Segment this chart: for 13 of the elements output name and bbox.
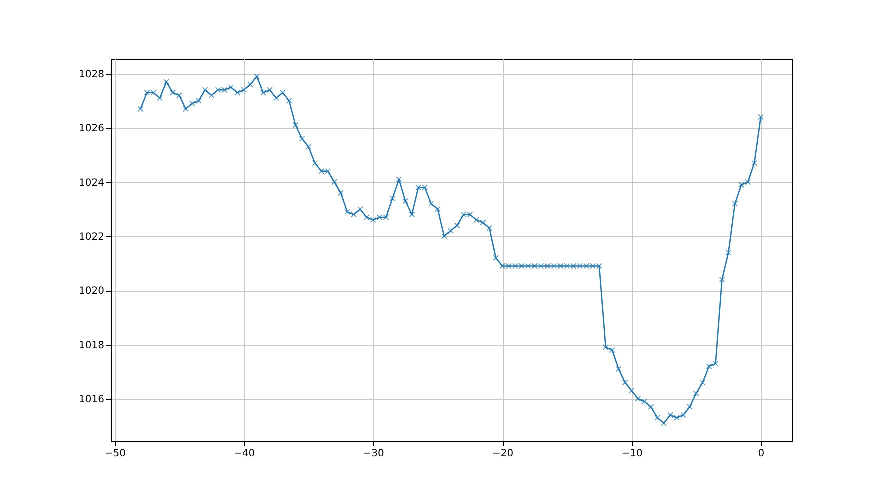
y-tick-label: 1022 bbox=[79, 232, 104, 243]
y-tick-label: 1026 bbox=[79, 124, 104, 135]
x-tick-label: −10 bbox=[622, 448, 643, 460]
y-tick-label: 1020 bbox=[79, 286, 104, 298]
y-tick-label: 1016 bbox=[79, 394, 104, 406]
x-tick-label: 0 bbox=[758, 448, 765, 460]
y-tick-label: 1018 bbox=[79, 340, 104, 352]
y-tick-label: 1028 bbox=[79, 69, 104, 80]
x-tick-label: −20 bbox=[492, 448, 514, 460]
x-tick-label: −30 bbox=[363, 448, 384, 460]
x-tick-label: −40 bbox=[234, 448, 256, 460]
y-tick-label: 1024 bbox=[79, 178, 104, 189]
x-tick-label: −50 bbox=[104, 448, 126, 460]
